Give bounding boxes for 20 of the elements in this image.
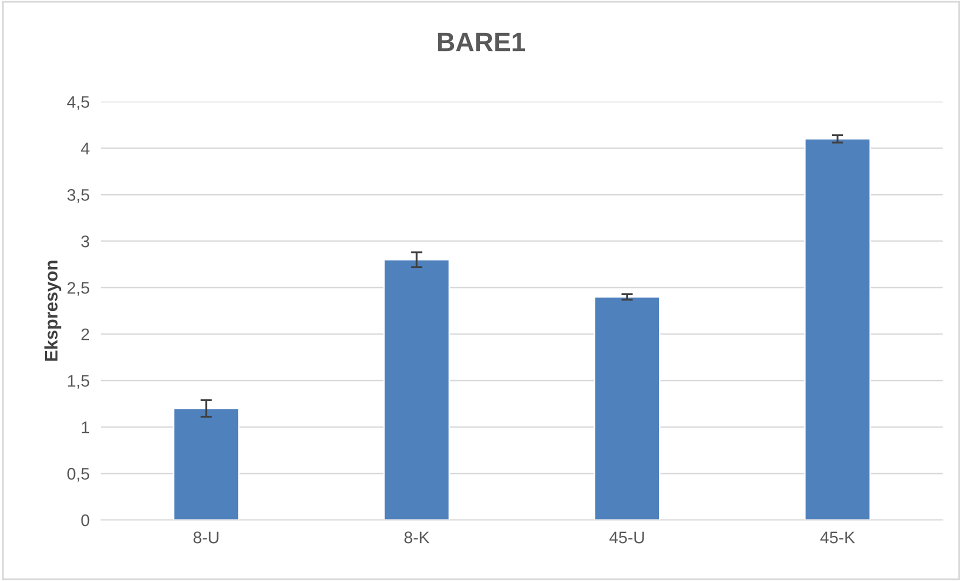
- x-tick-label: 8-U: [194, 532, 218, 544]
- y-tick-label: 4: [81, 142, 90, 154]
- x-tick-label: 45-K: [820, 532, 855, 544]
- y-tick-label: 1,5: [68, 375, 90, 389]
- y-axis-title: Ekspresyon: [44, 260, 62, 361]
- bar: [383, 259, 450, 520]
- x-tick-label: 8-K: [404, 532, 430, 544]
- y-tick-label: 0,5: [67, 468, 90, 482]
- bar: [172, 408, 240, 520]
- y-tick-label: 3,5: [67, 189, 90, 203]
- y-tick-label: 4,5: [67, 96, 90, 110]
- y-tick-label: 2: [81, 328, 90, 340]
- y-tick-label: 3: [81, 236, 90, 248]
- x-tick-label: 45-U: [609, 532, 644, 544]
- y-tick-label: 1: [82, 422, 90, 434]
- y-tick-label: 2,5: [68, 282, 90, 296]
- chart-title: BARE1: [438, 32, 525, 52]
- y-tick-label: 0: [81, 514, 90, 526]
- bar: [594, 296, 660, 520]
- bar: [804, 138, 871, 520]
